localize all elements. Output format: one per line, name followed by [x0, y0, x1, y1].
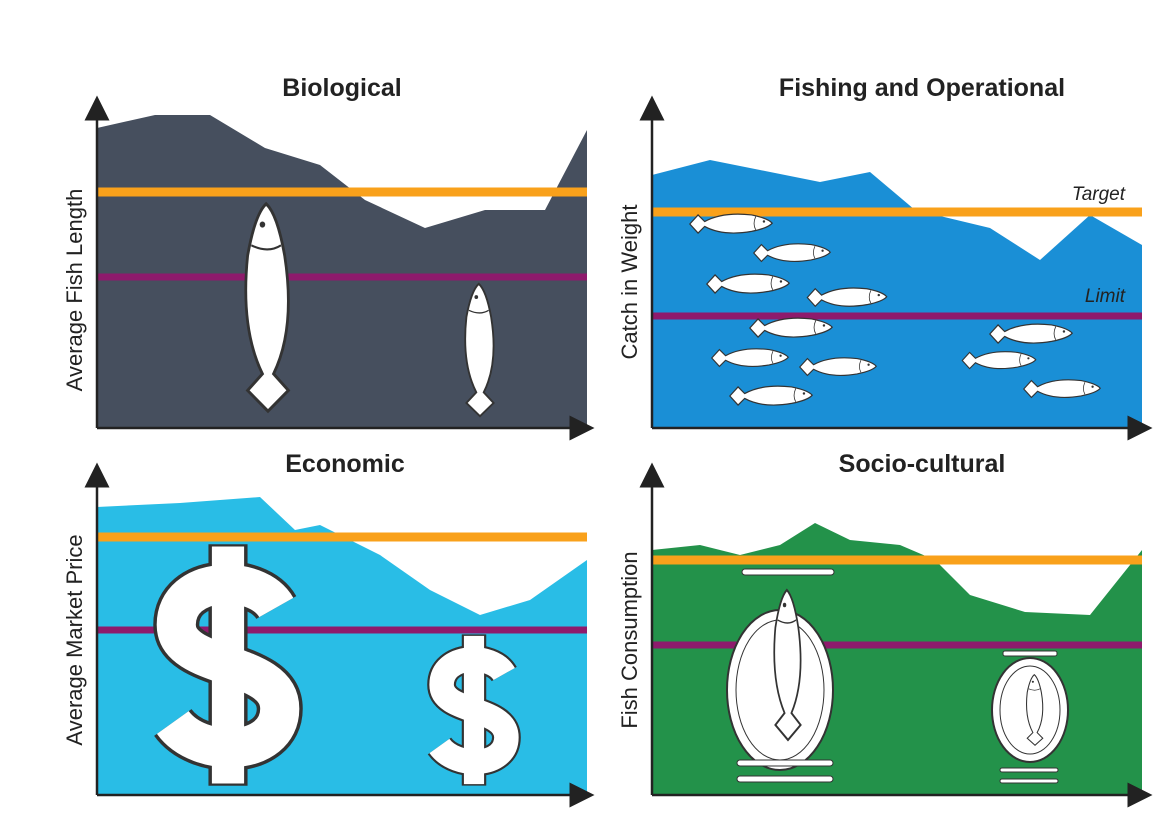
target-label: Target	[1072, 184, 1126, 205]
panel-socio: Socio-cultural Fish Consumption	[617, 450, 1153, 808]
panel-fishing: Fishing and Operational Catch in Weight …	[617, 74, 1153, 441]
panel-economic: Economic Average Market Price	[62, 450, 595, 795]
area	[97, 115, 587, 428]
y-axis-label: Average Market Price	[62, 534, 87, 745]
y-axis-label: Fish Consumption	[617, 551, 642, 728]
dollar-icon	[173, 544, 280, 786]
panel-title: Socio-cultural	[839, 450, 1006, 478]
y-axis-label: Catch in Weight	[617, 205, 642, 360]
panel-title: Biological	[282, 74, 401, 102]
y-axis-label: Average Fish Length	[62, 189, 87, 392]
big-plate	[726, 568, 835, 783]
panel-biological: Biological Average Fish Length	[62, 74, 595, 441]
dollar-icon	[439, 634, 506, 785]
small-plate	[991, 650, 1069, 784]
limit-label: Limit	[1085, 286, 1126, 307]
panel-title: Economic	[285, 450, 405, 478]
panel-title: Fishing and Operational	[779, 74, 1065, 102]
